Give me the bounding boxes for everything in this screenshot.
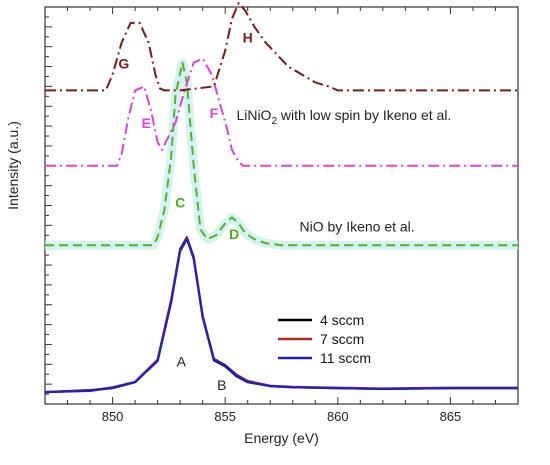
x-tick-label: 855 bbox=[214, 409, 236, 424]
curve-labels: LiNiO2 with high spin by Ikeno et al.LiN… bbox=[236, 107, 451, 234]
peak-label: G bbox=[118, 56, 129, 72]
x-tick-label: 865 bbox=[440, 409, 462, 424]
legend: 4 sccm 7 sccm 11 sccm bbox=[278, 312, 371, 366]
curve-label: NiO by Ikeno et al. bbox=[300, 218, 415, 234]
peak-label: A bbox=[177, 353, 187, 369]
series-line bbox=[45, 61, 518, 247]
peak-label: B bbox=[217, 377, 226, 393]
peak-label: D bbox=[229, 226, 239, 242]
x-tick-label: 860 bbox=[327, 409, 349, 424]
peak-label: H bbox=[243, 30, 253, 46]
peak-label: F bbox=[210, 105, 219, 121]
y-axis-title: Intensity (a.u.) bbox=[5, 121, 21, 210]
x-tick-labels: 850 855 860 865 bbox=[102, 409, 462, 424]
series-line bbox=[44, 238, 518, 394]
plot-area bbox=[44, 6, 519, 405]
peak-label: C bbox=[175, 194, 185, 210]
series-line bbox=[45, 57, 518, 167]
series-group bbox=[44, 2, 518, 394]
peak-label: E bbox=[142, 115, 151, 131]
legend-label: 7 sccm bbox=[320, 331, 364, 347]
series-line bbox=[45, 2, 518, 92]
annotations: A B C D E F G H bbox=[118, 30, 252, 393]
legend-label: 4 sccm bbox=[320, 312, 364, 328]
legend-label: 11 sccm bbox=[320, 350, 371, 366]
x-tick-label: 850 bbox=[102, 409, 124, 424]
curve-label: LiNiO2 with low spin by Ikeno et al. bbox=[236, 107, 451, 127]
x-axis-title: Energy (eV) bbox=[244, 430, 319, 446]
